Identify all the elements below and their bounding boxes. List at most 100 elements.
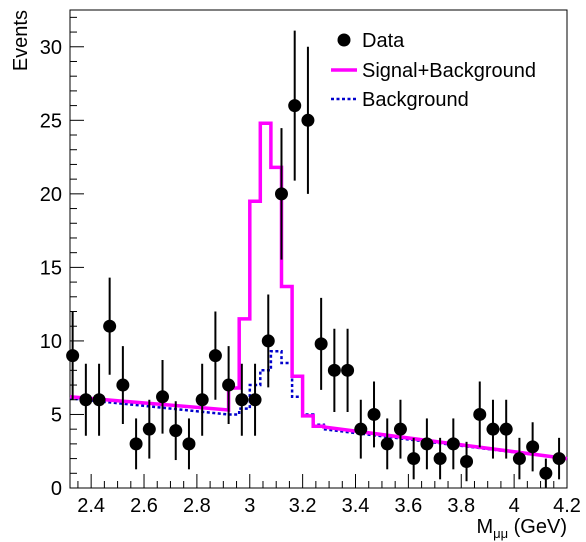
x-tick-label: 4.2 [553, 495, 581, 517]
data-point [235, 363, 249, 436]
data-point-marker [433, 452, 447, 466]
data-point [156, 360, 170, 434]
data-point-marker [288, 99, 302, 113]
axes: 2.4 2.6 2.8 3 3.2 3.4 3.6 3.8 4 4.2 0 5 10 15 20 25 30 Mμ… [10, 10, 581, 541]
data-point-marker [420, 437, 434, 451]
data-point-marker [208, 349, 222, 363]
data-point-marker [499, 422, 513, 436]
data-point [539, 458, 553, 488]
y-axis-title: Events [10, 10, 32, 71]
data-point-marker [341, 363, 355, 377]
data-point-marker [512, 452, 526, 466]
data-point [169, 401, 183, 461]
plot-frame [69, 9, 568, 489]
legend: Data Signal+Background Background [331, 30, 536, 111]
data-point [129, 418, 143, 470]
data-point [327, 328, 341, 412]
x-tick-label: 3.4 [342, 495, 370, 517]
data-point [116, 346, 130, 425]
data-point-marker [182, 437, 196, 451]
legend-label: Background [362, 89, 469, 111]
data-point-marker [142, 422, 156, 436]
data-point-marker [327, 363, 341, 377]
data-point [261, 294, 275, 388]
data-point-marker [261, 334, 275, 348]
y-tick-label: 25 [40, 110, 62, 132]
data-point-marker [380, 437, 394, 451]
x-axis-title-unit: (GeV) [508, 516, 567, 538]
data-point-marker [248, 393, 262, 407]
y-tick-label: 0 [51, 478, 62, 500]
x-tick-label: 2.8 [183, 495, 211, 517]
data-point-marker [539, 466, 553, 480]
y-tick-label: 20 [40, 184, 62, 206]
x-axis-title-subscript: μμ [493, 526, 508, 541]
data-point [314, 297, 328, 390]
fit-curves [69, 121, 568, 461]
data-point [248, 363, 262, 436]
data-point-marker [92, 393, 106, 407]
x-tick-label: 2.6 [130, 495, 158, 517]
legend-data-marker [337, 33, 351, 47]
data-point-marker [195, 393, 209, 407]
x-tick-label: 4 [509, 495, 520, 517]
x-tick-label: 3.6 [394, 495, 422, 517]
legend-label: Data [362, 30, 405, 52]
data-point-marker [393, 422, 407, 436]
data-point [301, 46, 315, 194]
data-point-marker [486, 422, 500, 436]
data-point [526, 422, 540, 472]
data-point [367, 381, 381, 448]
data-point [407, 437, 421, 480]
data-point-marker [367, 407, 381, 421]
data-point-marker [314, 337, 328, 351]
data-point-marker [446, 437, 460, 451]
data-point-marker [301, 113, 315, 127]
y-tick-label: 10 [40, 331, 62, 353]
y-tick-label: 15 [40, 257, 62, 279]
plot-area-frame [69, 9, 568, 489]
data-point [460, 441, 474, 482]
signal-background-curve [69, 121, 568, 461]
data-point-marker [407, 452, 421, 466]
data-point-marker [222, 378, 236, 392]
x-tick-label: 3.2 [289, 495, 317, 517]
data-point [354, 399, 368, 459]
data-point [103, 277, 117, 375]
data-point [433, 437, 447, 480]
data-point [79, 363, 93, 436]
data-point [288, 30, 302, 181]
legend-label: Signal+Background [362, 60, 536, 82]
x-axis-title-main: M [476, 516, 493, 538]
data-point [499, 399, 513, 459]
data-point [341, 328, 355, 412]
data-point [92, 363, 106, 436]
data-point [195, 363, 209, 436]
data-point [420, 418, 434, 470]
data-point-marker [156, 390, 170, 404]
data-point-marker [526, 440, 540, 454]
data-point [222, 346, 236, 425]
x-tick-label: 3 [244, 495, 255, 517]
data-point [512, 437, 526, 480]
data-point [380, 418, 394, 470]
data-point [393, 399, 407, 459]
data-point-marker [79, 393, 93, 407]
data-point-marker [552, 452, 566, 466]
x-axis-title: Mμμ (GeV) [476, 516, 567, 541]
data-point [486, 399, 500, 459]
data-point-marker [116, 378, 130, 392]
y-tick-label: 30 [40, 37, 62, 59]
data-points [66, 30, 566, 488]
x-tick-label: 3.8 [447, 495, 475, 517]
data-point-marker [129, 437, 143, 451]
background-curve [69, 349, 568, 460]
data-point-marker [103, 319, 117, 333]
data-point [182, 418, 196, 470]
data-point [274, 128, 288, 260]
data-point-marker [235, 393, 249, 407]
data-point [552, 437, 566, 480]
